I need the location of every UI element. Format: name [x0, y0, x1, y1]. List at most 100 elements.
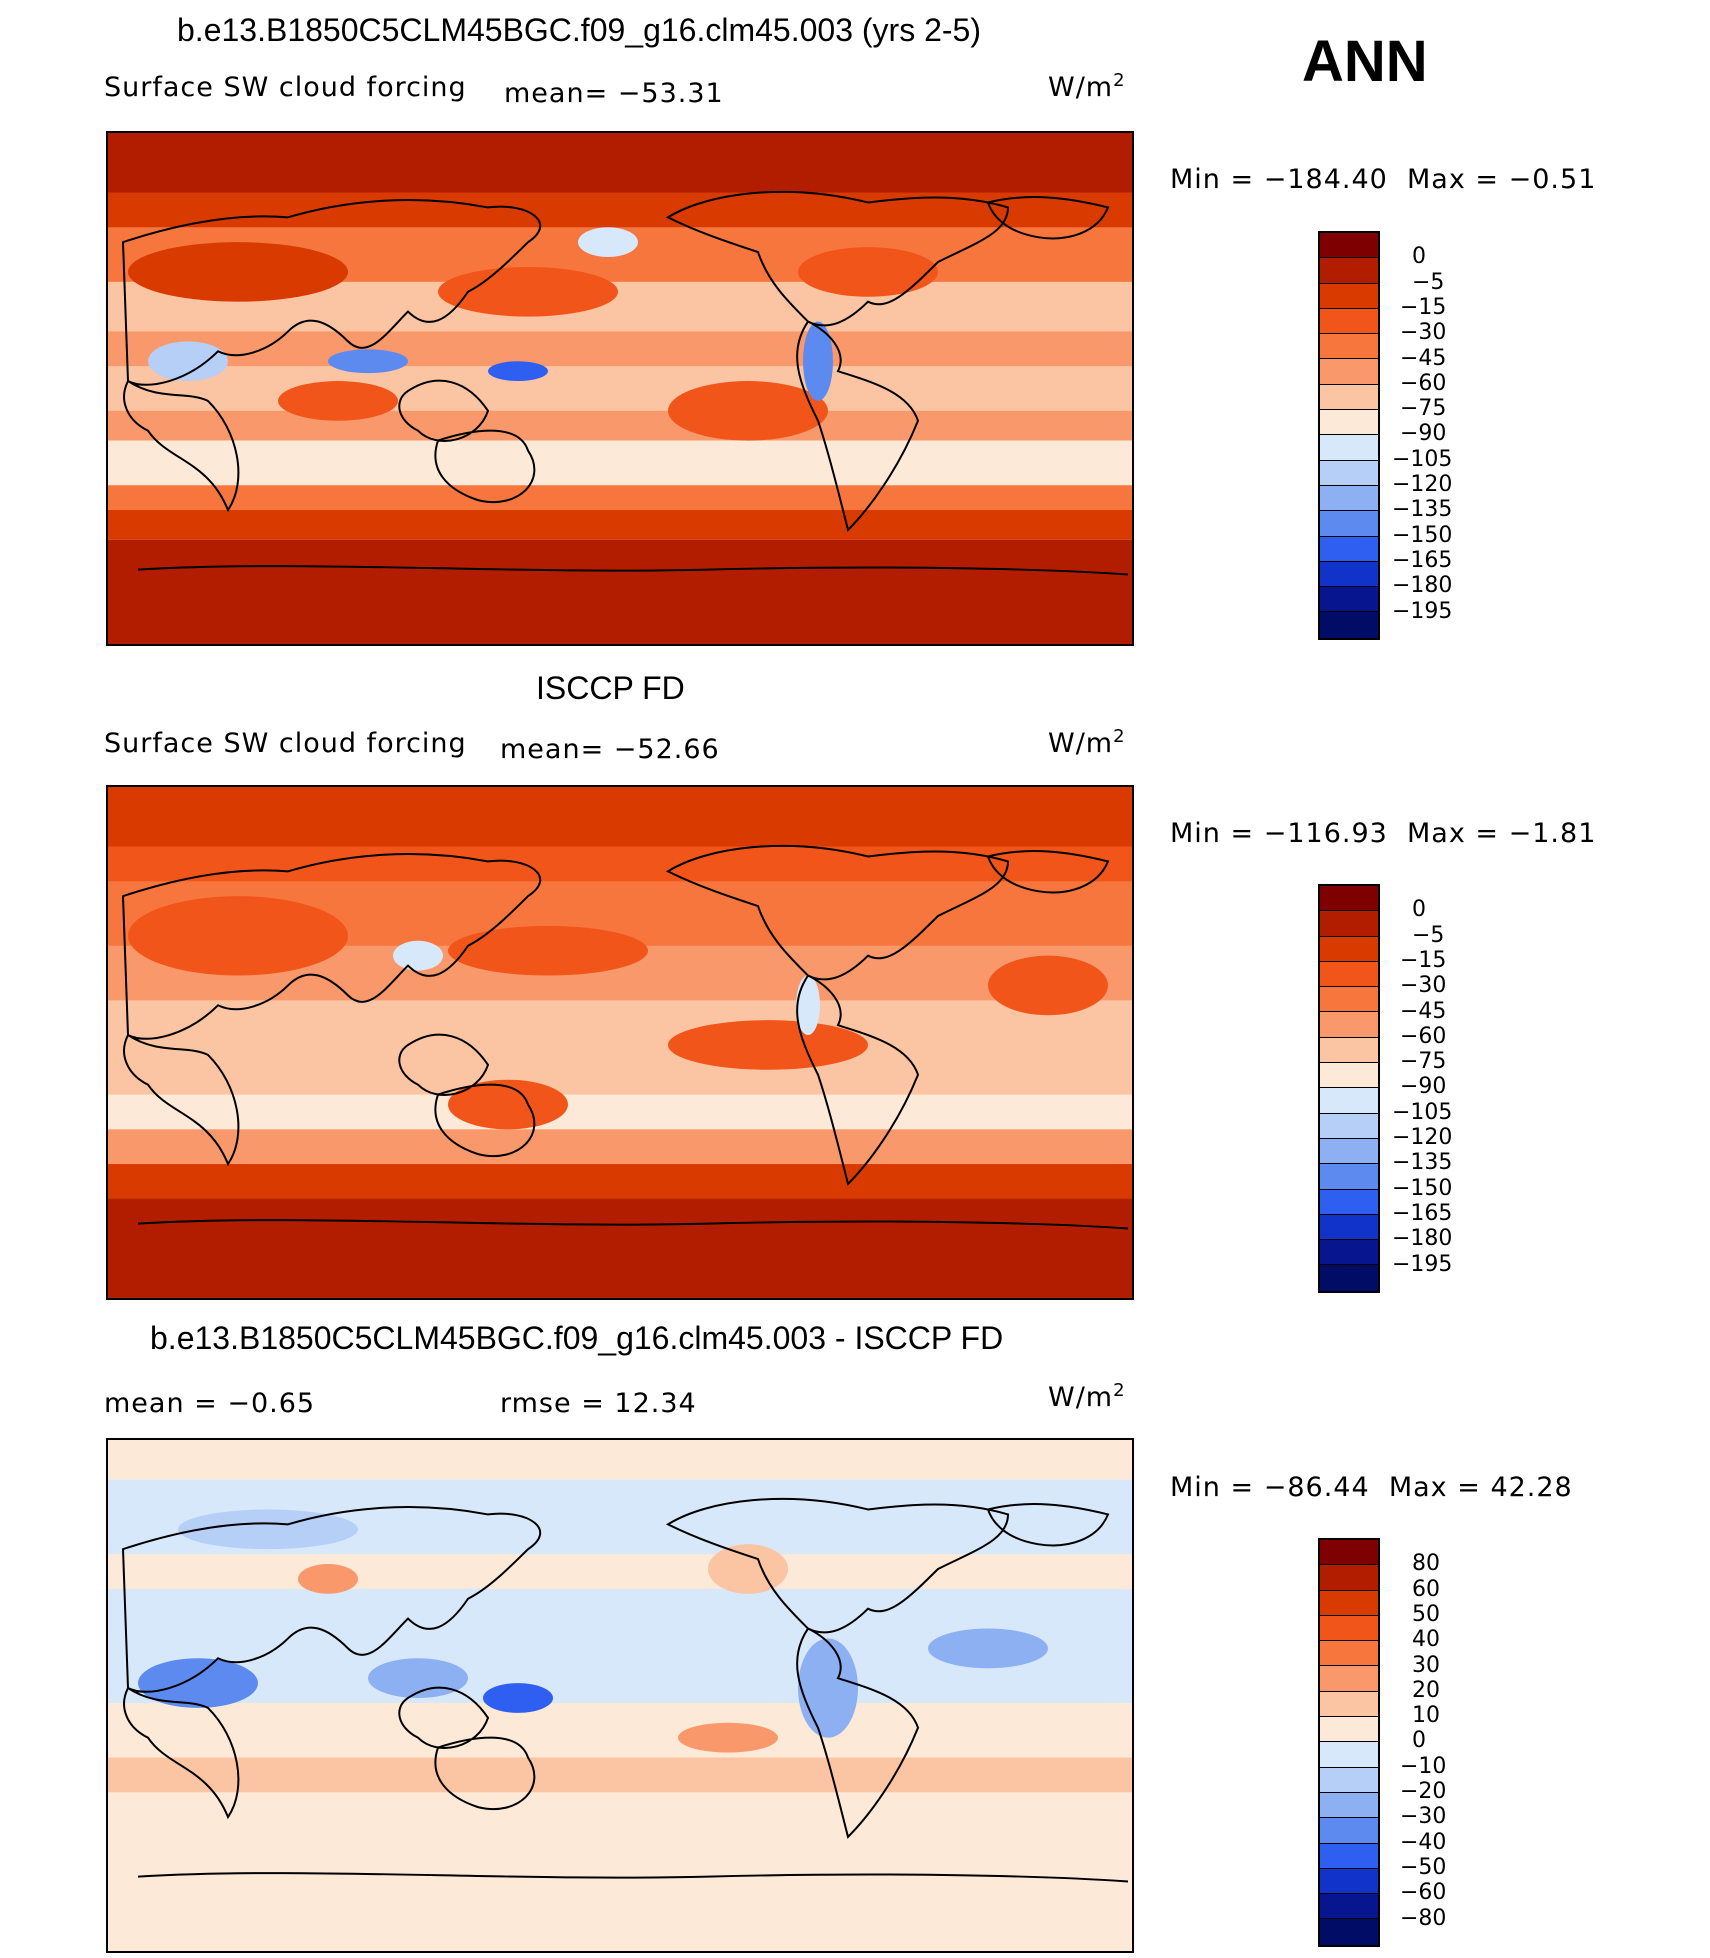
colorbar-swatch — [1320, 359, 1378, 385]
colorbar-swatch — [1320, 536, 1378, 562]
map-band — [108, 1198, 1132, 1298]
colorbar-label: −80 — [1400, 1905, 1447, 1931]
colorbar-swatch — [1320, 1590, 1378, 1616]
colorbar-swatch — [1320, 1641, 1378, 1667]
map-anomaly — [128, 242, 348, 302]
colorbar-label: 80 — [1412, 1551, 1440, 1577]
panel2-map — [106, 785, 1134, 1300]
map-band — [108, 1702, 1132, 1763]
colorbar-swatch — [1320, 460, 1378, 486]
panel1-units: W/m2 — [1048, 70, 1126, 103]
colorbar-label: −60 — [1400, 1880, 1447, 1906]
colorbar-swatch — [1320, 1214, 1378, 1241]
colorbar-swatch — [1320, 1164, 1378, 1190]
map-anomaly — [798, 247, 938, 297]
colorbar-label: −195 — [1392, 598, 1453, 624]
panel1-mean: mean= −53.31 — [504, 78, 724, 109]
colorbar-label: −90 — [1400, 421, 1447, 447]
colorbar-label: −45 — [1400, 345, 1447, 371]
colorbar-label: 60 — [1412, 1576, 1440, 1602]
map-anomaly — [128, 896, 348, 976]
colorbar-label: 10 — [1412, 1703, 1440, 1729]
panel3-map — [106, 1438, 1134, 1953]
panel3-colorbar — [1318, 1538, 1380, 1947]
coastline — [121, 1497, 1129, 1883]
colorbar-label: 30 — [1412, 1652, 1440, 1678]
colorbar-label: −135 — [1392, 497, 1453, 523]
colorbar-label: −50 — [1400, 1854, 1447, 1880]
colorbar-swatch — [1320, 612, 1378, 638]
colorbar-label: −165 — [1392, 1200, 1453, 1226]
colorbar-swatch — [1320, 1240, 1378, 1266]
colorbar-label: −75 — [1400, 1049, 1447, 1075]
map-band — [108, 192, 1132, 233]
map-band — [108, 539, 1132, 644]
colorbar-swatch — [1320, 886, 1378, 912]
colorbar-label: −5 — [1412, 269, 1445, 295]
colorbar-swatch — [1320, 587, 1378, 613]
map-anomaly — [488, 361, 548, 382]
colorbar-swatch — [1320, 987, 1378, 1013]
map-band — [108, 331, 1132, 372]
colorbar-swatch — [1320, 1742, 1378, 1768]
colorbar-label: −105 — [1392, 1099, 1453, 1125]
map-band — [108, 1792, 1132, 1951]
colorbar-swatch — [1320, 1818, 1378, 1844]
map-anomaly — [448, 1079, 568, 1130]
map-anomaly — [928, 1628, 1048, 1669]
map-anomaly — [448, 925, 648, 976]
panel3-rmse: rmse = 12.34 — [500, 1388, 697, 1419]
colorbar-swatch — [1320, 1265, 1378, 1291]
map-band — [108, 1757, 1132, 1798]
map-anomaly — [438, 266, 618, 317]
map-band — [108, 1164, 1132, 1204]
colorbar-swatch — [1320, 561, 1378, 588]
colorbar-label: −10 — [1400, 1753, 1447, 1779]
colorbar-swatch — [1320, 1919, 1378, 1945]
colorbar-swatch — [1320, 435, 1378, 461]
map-band — [108, 410, 1132, 441]
colorbar-swatch — [1320, 233, 1378, 259]
colorbar-swatch — [1320, 911, 1378, 937]
map-band — [108, 1554, 1132, 1594]
map-field — [108, 1440, 1132, 1951]
colorbar-swatch — [1320, 961, 1378, 988]
map-anomaly — [148, 341, 228, 382]
colorbar-label: 0 — [1412, 244, 1426, 270]
colorbar-label: −120 — [1392, 472, 1453, 497]
colorbar-label: −75 — [1400, 396, 1447, 422]
map-anomaly — [668, 1020, 868, 1070]
panel2-variable: Surface SW cloud forcing — [104, 728, 467, 759]
map-anomaly — [798, 1638, 858, 1738]
colorbar-label: 0 — [1412, 897, 1426, 923]
panel1-variable: Surface SW cloud forcing — [104, 72, 467, 103]
map-anomaly — [178, 1509, 358, 1550]
panel2-minmax: Min = −116.93 Max = −1.81 — [1170, 818, 1597, 849]
map-anomaly — [988, 955, 1108, 1016]
panel2-units: W/m2 — [1048, 726, 1126, 759]
panel3-title: b.e13.B1850C5CLM45BGC.f09_g16.clm45.003 … — [150, 1320, 1004, 1356]
colorbar-swatch — [1320, 936, 1378, 962]
colorbar-swatch — [1320, 258, 1378, 284]
colorbar-label: −195 — [1392, 1251, 1453, 1277]
colorbar-swatch — [1320, 410, 1378, 436]
colorbar-swatch — [1320, 511, 1378, 537]
map-anomaly — [138, 1658, 258, 1708]
colorbar-swatch — [1320, 1894, 1378, 1920]
colorbar-label: −30 — [1400, 320, 1447, 346]
colorbar-label: −45 — [1400, 998, 1447, 1024]
colorbar-label: −90 — [1400, 1074, 1447, 1100]
map-anomaly — [796, 975, 820, 1036]
map-band — [108, 846, 1132, 887]
colorbar-label: −60 — [1400, 370, 1447, 396]
colorbar-label: −5 — [1412, 922, 1445, 948]
colorbar-swatch — [1320, 1792, 1378, 1819]
colorbar-swatch — [1320, 1666, 1378, 1692]
colorbar-label: −180 — [1392, 573, 1453, 599]
colorbar-label: −30 — [1400, 1804, 1447, 1830]
colorbar-swatch — [1320, 1088, 1378, 1114]
map-band — [108, 510, 1132, 540]
map-band — [108, 485, 1132, 516]
colorbar-label: −150 — [1392, 522, 1453, 548]
colorbar-swatch — [1320, 308, 1378, 335]
